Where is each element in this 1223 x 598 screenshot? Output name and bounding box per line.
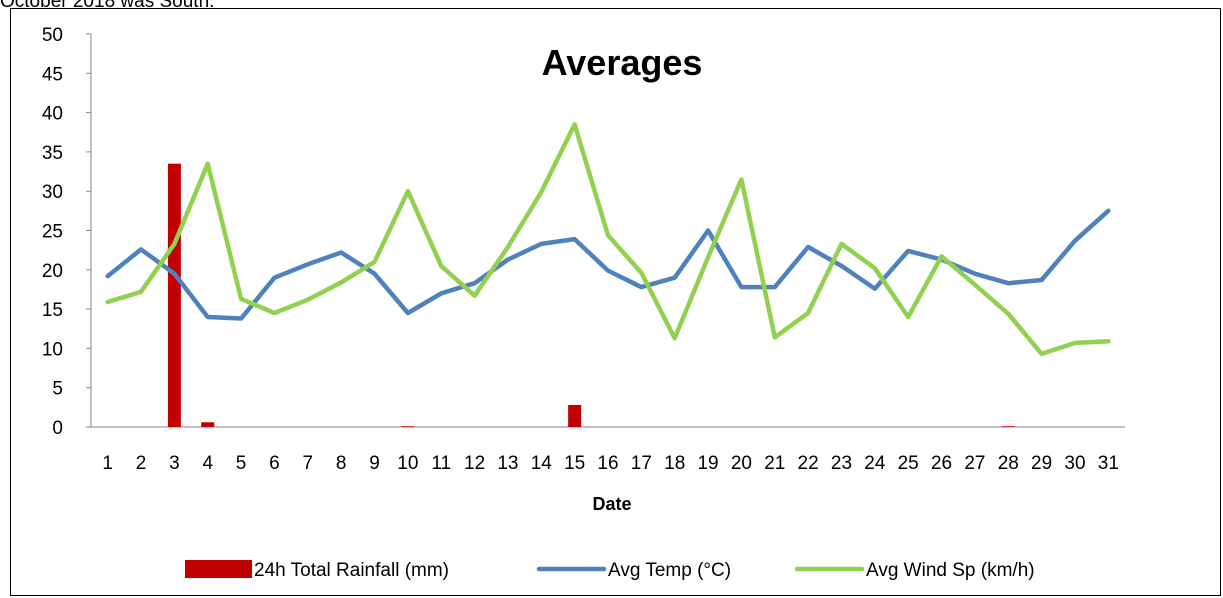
x-tick-label: 6 bbox=[269, 453, 280, 474]
chart-frame bbox=[10, 8, 1221, 596]
legend-wind: Avg Wind Sp (km/h) bbox=[794, 560, 1035, 581]
x-tick-label: 2 bbox=[136, 453, 147, 474]
legend-label: Avg Wind Sp (km/h) bbox=[866, 560, 1035, 581]
y-tick-label: 35 bbox=[42, 143, 63, 164]
y-tick-label: 30 bbox=[42, 182, 63, 203]
x-tick-label: 28 bbox=[998, 453, 1019, 474]
legend-label: Avg Temp (°C) bbox=[608, 560, 731, 581]
x-axis-title: Date bbox=[592, 494, 631, 514]
avg-wind-line bbox=[105, 122, 1111, 357]
rainfall-bar bbox=[568, 404, 582, 427]
y-tick-label: 50 bbox=[42, 25, 63, 46]
x-tick-label: 21 bbox=[764, 453, 785, 474]
y-tick-label: 0 bbox=[52, 418, 63, 439]
x-tick-label: 20 bbox=[731, 453, 752, 474]
x-tick-label: 18 bbox=[664, 453, 685, 474]
y-tick-label: 10 bbox=[42, 339, 63, 360]
x-tick-label: 31 bbox=[1098, 453, 1119, 474]
x-tick-label: 10 bbox=[397, 453, 418, 474]
y-axis-ticks: 0 5 10 15 20 25 30 35 40 45 50 bbox=[42, 25, 91, 439]
x-tick-label: 22 bbox=[798, 453, 819, 474]
rainfall-bar bbox=[167, 163, 181, 427]
y-tick-label: 45 bbox=[42, 64, 63, 85]
x-tick-label: 16 bbox=[597, 453, 618, 474]
x-tick-label: 27 bbox=[964, 453, 985, 474]
x-tick-label: 23 bbox=[831, 453, 852, 474]
y-tick-label: 15 bbox=[42, 300, 63, 321]
x-tick-label: 24 bbox=[864, 453, 886, 474]
x-axis-ticks: 1 2 3 4 5 6 7 8 9 10 11 12 13 14 15 16 17 18 19 20 21 22 23 24 2… bbox=[102, 453, 1119, 474]
legend-swatch bbox=[185, 560, 252, 578]
chart-title: Averages bbox=[542, 42, 703, 83]
rainfall-bar bbox=[201, 422, 215, 427]
y-tick-label: 25 bbox=[42, 222, 63, 243]
y-tick-label: 40 bbox=[42, 104, 63, 125]
legend: 24h Total Rainfall (mm) Avg Temp (°C) Avg … bbox=[185, 560, 1035, 581]
x-tick-label: 11 bbox=[431, 453, 451, 474]
y-tick-label: 20 bbox=[42, 261, 63, 282]
y-tick-label: 5 bbox=[52, 379, 63, 400]
x-tick-label: 14 bbox=[531, 453, 553, 474]
rainfall-bar bbox=[1001, 426, 1015, 427]
legend-temp: Avg Temp (°C) bbox=[536, 560, 731, 581]
legend-label: 24h Total Rainfall (mm) bbox=[254, 560, 449, 581]
x-tick-label: 15 bbox=[564, 453, 585, 474]
x-tick-label: 29 bbox=[1031, 453, 1052, 474]
legend-rainfall: 24h Total Rainfall (mm) bbox=[185, 560, 449, 581]
x-tick-label: 8 bbox=[336, 453, 347, 474]
rainfall-bar bbox=[401, 426, 415, 427]
x-tick-label: 25 bbox=[898, 453, 919, 474]
x-tick-label: 19 bbox=[697, 453, 718, 474]
x-tick-label: 3 bbox=[169, 453, 180, 474]
line-series bbox=[105, 122, 1111, 357]
rainfall-bars bbox=[167, 163, 1015, 427]
x-tick-label: 30 bbox=[1064, 453, 1085, 474]
x-tick-label: 26 bbox=[931, 453, 952, 474]
x-tick-label: 5 bbox=[236, 453, 247, 474]
x-tick-label: 13 bbox=[497, 453, 518, 474]
x-tick-label: 9 bbox=[369, 453, 380, 474]
x-tick-label: 1 bbox=[102, 453, 113, 474]
x-tick-label: 12 bbox=[464, 453, 485, 474]
avg-temp-line bbox=[105, 208, 1111, 321]
x-tick-label: 4 bbox=[202, 453, 213, 474]
x-tick-label: 17 bbox=[631, 453, 652, 474]
x-tick-label: 7 bbox=[303, 453, 314, 474]
